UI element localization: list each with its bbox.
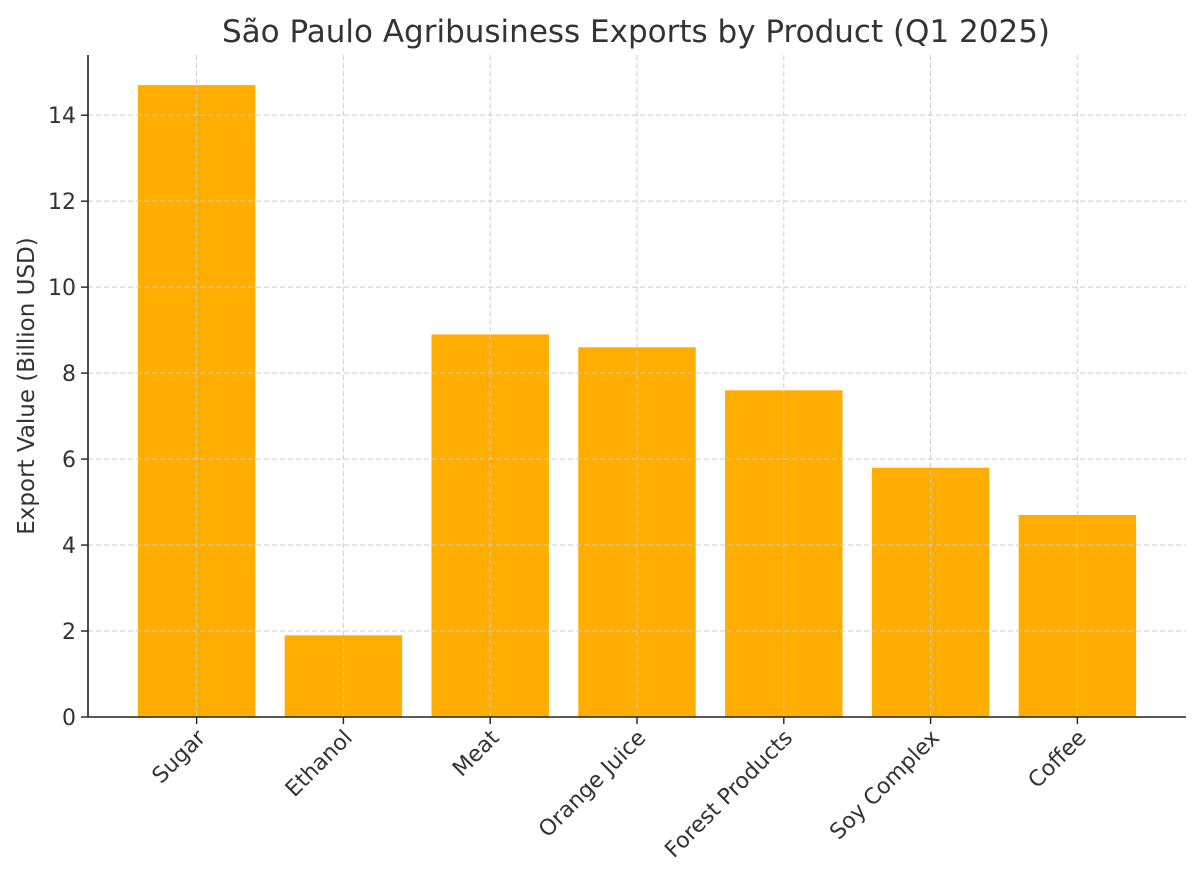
y-tick-label: 10 <box>48 276 76 301</box>
x-tick-label: Orange Juice <box>534 726 651 843</box>
x-tick-label: Meat <box>448 725 505 782</box>
x-tick-label: Ethanol <box>281 726 358 803</box>
y-tick-label: 14 <box>48 104 76 129</box>
y-tick-label: 12 <box>48 190 76 215</box>
x-tick-label: Sugar <box>148 725 212 789</box>
y-tick-label: 8 <box>62 362 76 387</box>
chart-title: São Paulo Agribusiness Exports by Produc… <box>222 14 1050 50</box>
x-tick-label: Soy Complex <box>825 726 944 845</box>
y-ticks: 0 2 4 6 8 10 12 14 <box>48 104 88 731</box>
y-axis-label: Export Value (Billion USD) <box>14 237 40 534</box>
bar-meat <box>431 334 549 717</box>
y-tick-label: 4 <box>62 534 76 559</box>
y-tick-label: 2 <box>62 620 76 645</box>
y-tick-label: 6 <box>62 448 76 473</box>
x-tick-label: Forest Products <box>660 726 798 864</box>
y-tick-label: 0 <box>62 706 76 731</box>
x-tick-label: Coffee <box>1024 726 1092 794</box>
x-ticks: Sugar Ethanol Meat Orange Juice Forest Produ… <box>148 717 1092 863</box>
